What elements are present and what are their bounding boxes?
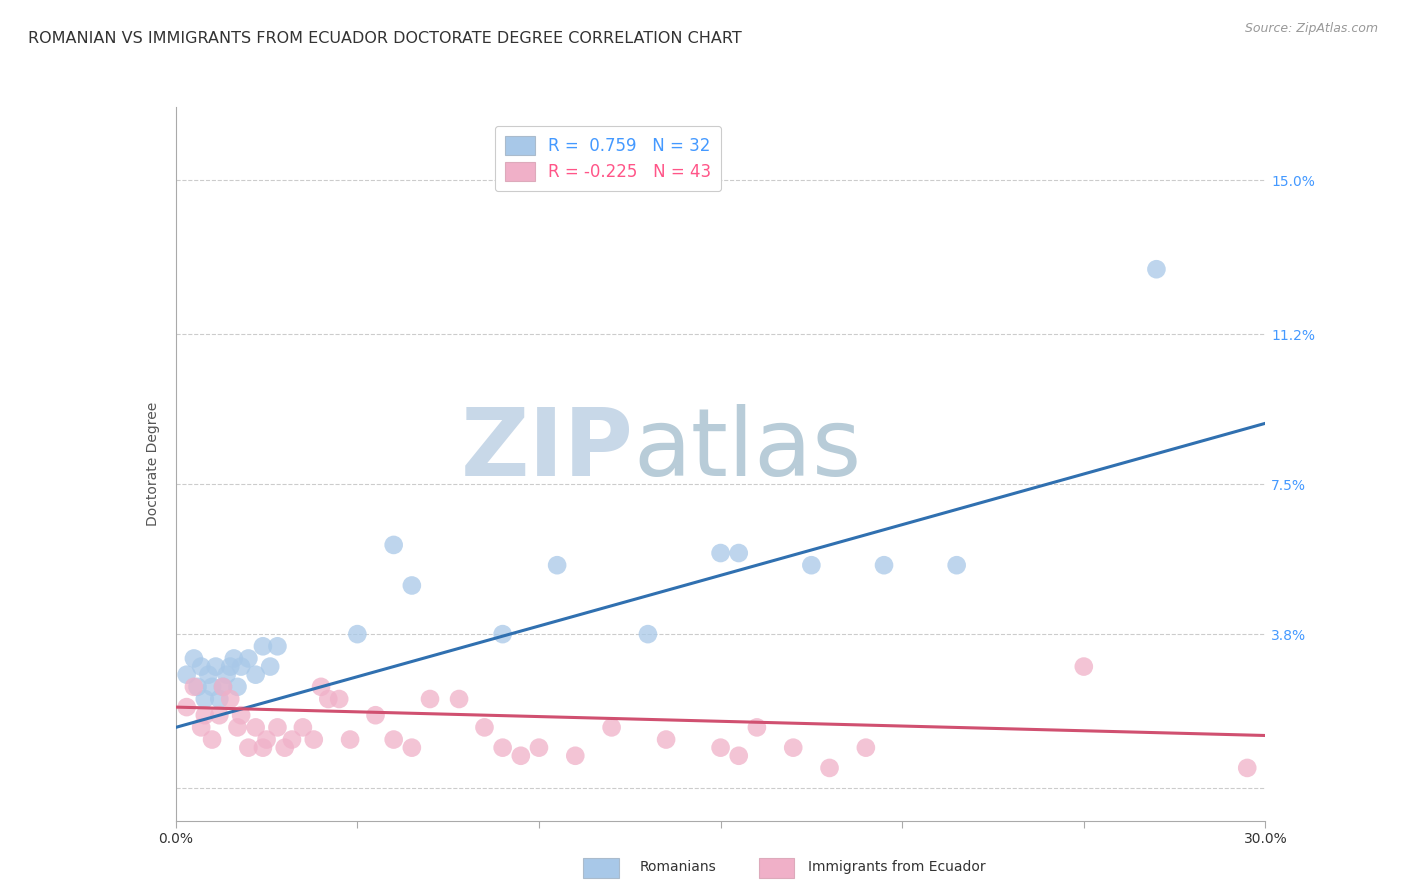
Point [176,700,198,714]
Point [309,680,332,694]
Point [266,720,288,734]
Point [745,720,768,734]
Point [291,720,314,734]
Point [226,680,249,694]
Point [252,740,274,755]
Point [238,651,260,665]
Point [212,680,235,694]
Text: ZIP: ZIP [461,403,633,496]
Point [447,692,470,706]
Point [208,692,231,706]
Point [600,720,623,734]
Point [219,692,242,706]
Point [256,732,278,747]
Point [945,558,967,573]
Point [474,720,496,734]
Point [245,667,267,681]
Point [727,748,749,763]
Point [201,680,224,694]
Point [1073,659,1095,673]
Point [222,651,245,665]
Point [382,732,405,747]
Point [527,740,550,755]
Point [266,640,288,654]
Point [1236,761,1258,775]
Point [318,692,340,706]
Point [401,578,423,592]
Point [197,667,219,681]
Point [1146,262,1168,277]
Point [190,720,212,734]
Point [401,740,423,755]
Text: ROMANIAN VS IMMIGRANTS FROM ECUADOR DOCTORATE DEGREE CORRELATION CHART: ROMANIAN VS IMMIGRANTS FROM ECUADOR DOCT… [28,31,742,46]
Point [274,740,297,755]
Point [186,680,209,694]
Point [655,732,678,747]
Point [382,538,405,552]
Point [245,720,267,734]
Text: Source: ZipAtlas.com: Source: ZipAtlas.com [1244,22,1378,36]
Point [800,558,823,573]
Point [302,732,325,747]
Point [637,627,659,641]
Point [710,740,733,755]
Text: Romanians: Romanians [640,860,717,874]
Point [238,740,260,755]
Point [873,558,896,573]
Point [710,546,733,560]
Point [252,640,274,654]
Point [259,659,281,673]
Point [509,748,531,763]
Point [546,558,568,573]
Point [194,692,217,706]
Point [281,732,304,747]
Y-axis label: Doctorate Degree: Doctorate Degree [146,401,160,526]
Point [727,546,749,560]
Point [328,692,350,706]
Point [339,732,361,747]
Legend: R =  0.759   N = 32, R = -0.225   N = 43: R = 0.759 N = 32, R = -0.225 N = 43 [495,126,721,191]
Point [204,659,226,673]
Point [364,708,387,723]
Point [226,720,249,734]
Point [346,627,368,641]
Point [419,692,441,706]
Point [818,761,841,775]
Point [231,659,253,673]
Point [208,708,231,723]
Point [492,627,515,641]
Point [492,740,515,755]
Point [219,659,242,673]
Text: atlas: atlas [633,403,862,496]
Point [194,708,217,723]
Point [201,732,224,747]
Point [231,708,253,723]
Point [176,667,198,681]
Point [782,740,804,755]
Point [564,748,586,763]
Point [215,667,238,681]
Point [183,680,205,694]
Text: Immigrants from Ecuador: Immigrants from Ecuador [808,860,986,874]
Point [183,651,205,665]
Point [212,680,235,694]
Point [190,659,212,673]
Point [855,740,877,755]
